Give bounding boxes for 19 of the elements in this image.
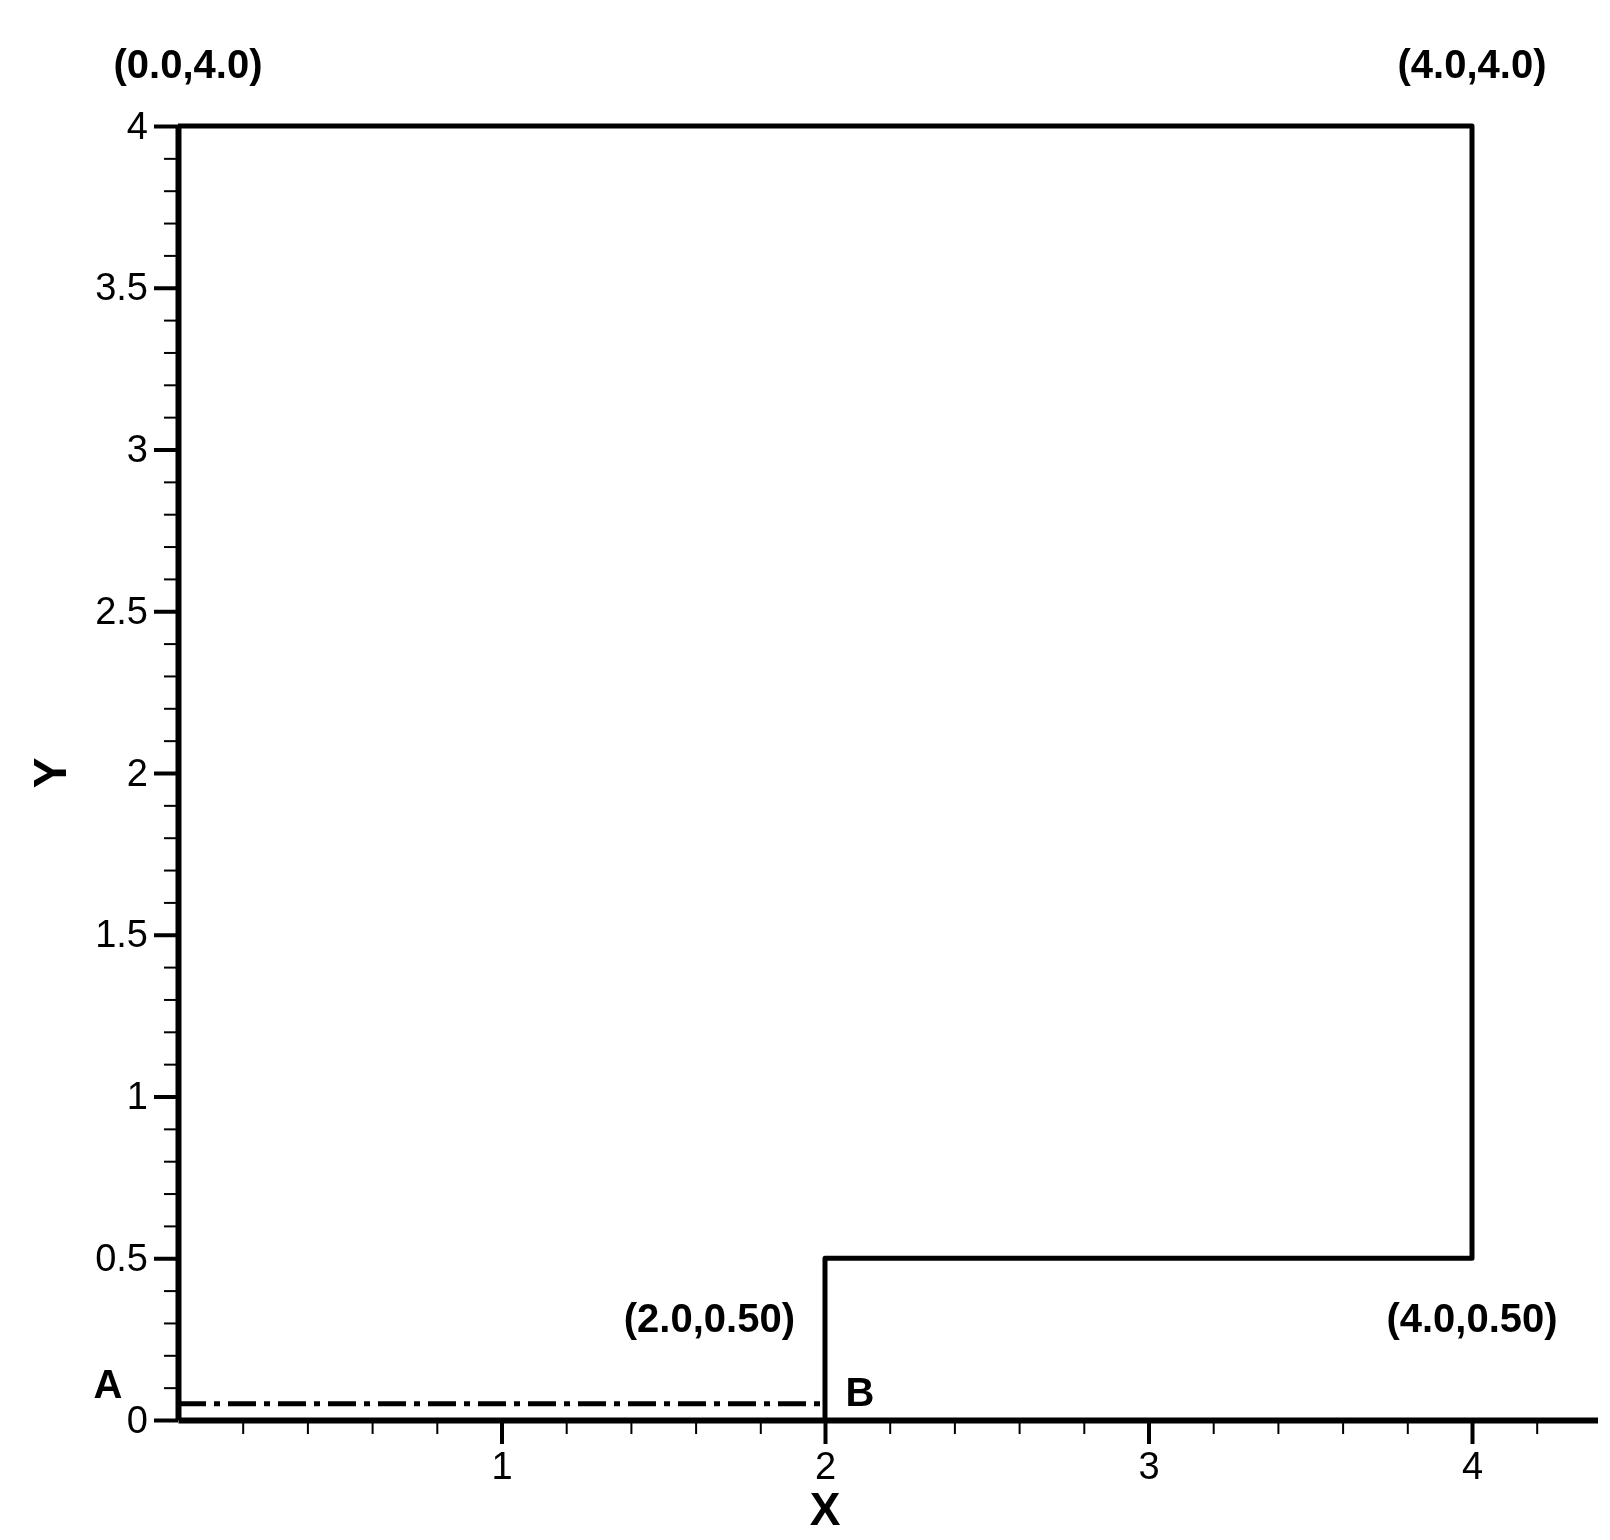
y-axis-title: Y [24,757,76,789]
annotation: (4.0,0.50) [1386,1296,1558,1341]
y-tick-label: 1.5 [95,913,148,956]
annotation: A [93,1361,123,1406]
x-tick-label: 3 [1138,1444,1160,1487]
annotation: (2.0,0.50) [623,1296,795,1341]
y-tick-label: 0.5 [95,1236,148,1279]
y-tick-label: 1 [126,1075,148,1118]
x-tick-label: 1 [491,1444,513,1487]
annotation: B [845,1369,875,1414]
y-tick-label: 2.5 [95,589,148,632]
annotation: (4.0,4.0) [1397,42,1547,86]
y-tick-label: 2 [126,751,148,794]
annotation: (0.0,4.0) [113,42,263,86]
y-tick-label: 4 [126,104,148,147]
y-tick-label: 3.5 [95,266,148,309]
y-tick-label: 0 [126,1398,148,1441]
x-tick-label: 4 [1461,1444,1484,1487]
y-tick-label: 3 [126,428,148,471]
